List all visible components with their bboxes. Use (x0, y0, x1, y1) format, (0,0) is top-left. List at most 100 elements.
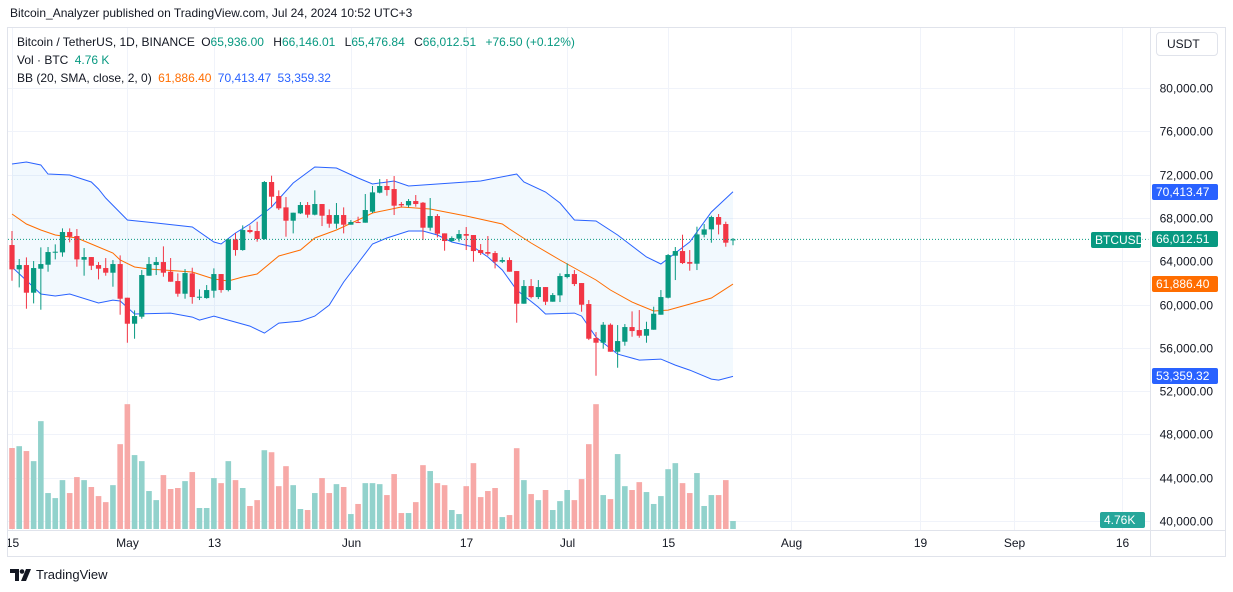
publisher-caption: Bitcoin_Analyzer published on TradingVie… (10, 6, 413, 20)
candle-body (204, 290, 210, 299)
volume-bar (117, 444, 123, 529)
candle-body (730, 239, 736, 241)
symbol-name[interactable]: Bitcoin / TetherUS, 1D, BINANCE (17, 35, 195, 49)
open-label: O (201, 35, 211, 49)
volume-bar (658, 496, 664, 529)
close-label: C (414, 35, 423, 49)
time-tick-label: 15 (662, 536, 676, 550)
candle-body (593, 338, 599, 343)
volume-bar (196, 508, 203, 529)
candle-body (701, 229, 707, 235)
volume-bar (283, 466, 289, 529)
candle-body (88, 257, 94, 266)
volume-bar (239, 488, 246, 529)
volume-bar (701, 505, 707, 529)
volume-bar (45, 493, 51, 529)
volume-bar (578, 479, 585, 529)
candle-body (168, 271, 174, 282)
candle-body (391, 189, 397, 206)
volume-bar (275, 486, 282, 529)
candle-body (427, 216, 433, 228)
volume-bar (189, 472, 196, 529)
volume-bar (175, 488, 181, 529)
candle-body (636, 330, 642, 336)
volume-bar (146, 491, 152, 529)
volume-bar (167, 489, 174, 529)
candle-body (81, 257, 87, 260)
volume-bars (9, 404, 736, 529)
volume-bar (456, 514, 462, 529)
candle-body (341, 215, 347, 225)
candle-body (153, 262, 159, 266)
volume-bar (362, 483, 369, 529)
candle-body (175, 281, 181, 294)
candle-body (355, 222, 361, 224)
candle-body (694, 234, 700, 264)
time-tick-label: 19 (914, 536, 928, 550)
legend-volume-row: Vol · BTC 4.76 K (17, 53, 112, 67)
high-value: 66,146.01 (281, 35, 336, 49)
candle-body (600, 324, 606, 343)
volume-bar (340, 487, 347, 529)
candles (9, 175, 736, 376)
candle-body (305, 205, 311, 215)
volume-bar (708, 495, 715, 529)
volume-label[interactable]: Vol · BTC (17, 53, 69, 67)
volume-bar (441, 485, 448, 529)
candle-body (189, 273, 195, 298)
tradingview-logo[interactable]: TradingView (10, 567, 108, 582)
volume-bar (319, 478, 325, 529)
candle-body (615, 341, 621, 352)
volume-bar (571, 500, 578, 529)
candle-body (131, 316, 138, 324)
volume-bar (506, 515, 513, 529)
time-tick-label: Jun (342, 536, 361, 550)
price-axis[interactable]: 80,000.00 76,000.00 72,000.00 68,000.00 64,0… (1160, 82, 1214, 529)
candle-body (672, 251, 678, 256)
candle-body (384, 186, 390, 191)
volume-bar (203, 508, 210, 529)
candle-body (240, 230, 246, 251)
candle-body (290, 212, 296, 221)
volume-bar (398, 513, 405, 529)
volume-bar (694, 473, 700, 529)
price-tick-label: 76,000.00 (1160, 125, 1214, 139)
volume-bar (535, 500, 542, 529)
time-axis[interactable]: 15 May 13 Jun 17 Jul 15 Aug 19 Sep 16 (6, 536, 1130, 550)
tradingview-wordmark: TradingView (36, 567, 108, 582)
candle-body (442, 233, 448, 242)
volume-bar (88, 487, 95, 529)
candle-body (708, 217, 714, 230)
price-tick-label: 52,000.00 (1160, 385, 1214, 399)
volume-bar (66, 493, 73, 529)
candle-body (478, 250, 484, 254)
volume-bar (153, 500, 159, 529)
volume-bar (297, 509, 304, 529)
volume-bar (564, 490, 570, 529)
volume-bar (593, 404, 599, 529)
volume-bar (622, 486, 628, 529)
candle-body (312, 204, 318, 215)
currency-button[interactable]: USDT (1156, 32, 1218, 56)
candle-body (658, 297, 664, 315)
candle-body (687, 262, 693, 264)
price-tick-label: 64,000.00 (1160, 255, 1214, 269)
volume-bar (715, 495, 722, 529)
candle-body (124, 297, 130, 324)
bb-label[interactable]: BB (20, SMA, close, 2, 0) (17, 71, 152, 85)
volume-bar (74, 477, 80, 529)
bollinger-fill (12, 162, 733, 381)
volume-bar (225, 461, 232, 529)
candle-body (9, 245, 15, 270)
candle-body (413, 201, 419, 205)
candle-body (268, 182, 275, 197)
bollinger-upper-line (11, 161, 734, 265)
volume-price-label: 4.76K (1100, 512, 1145, 528)
candle-body (196, 296, 203, 298)
volume-bar (247, 505, 253, 529)
candle-body (485, 252, 491, 254)
volume-bar (232, 480, 239, 529)
volume-bar (124, 404, 131, 529)
volume-bar (686, 493, 693, 529)
